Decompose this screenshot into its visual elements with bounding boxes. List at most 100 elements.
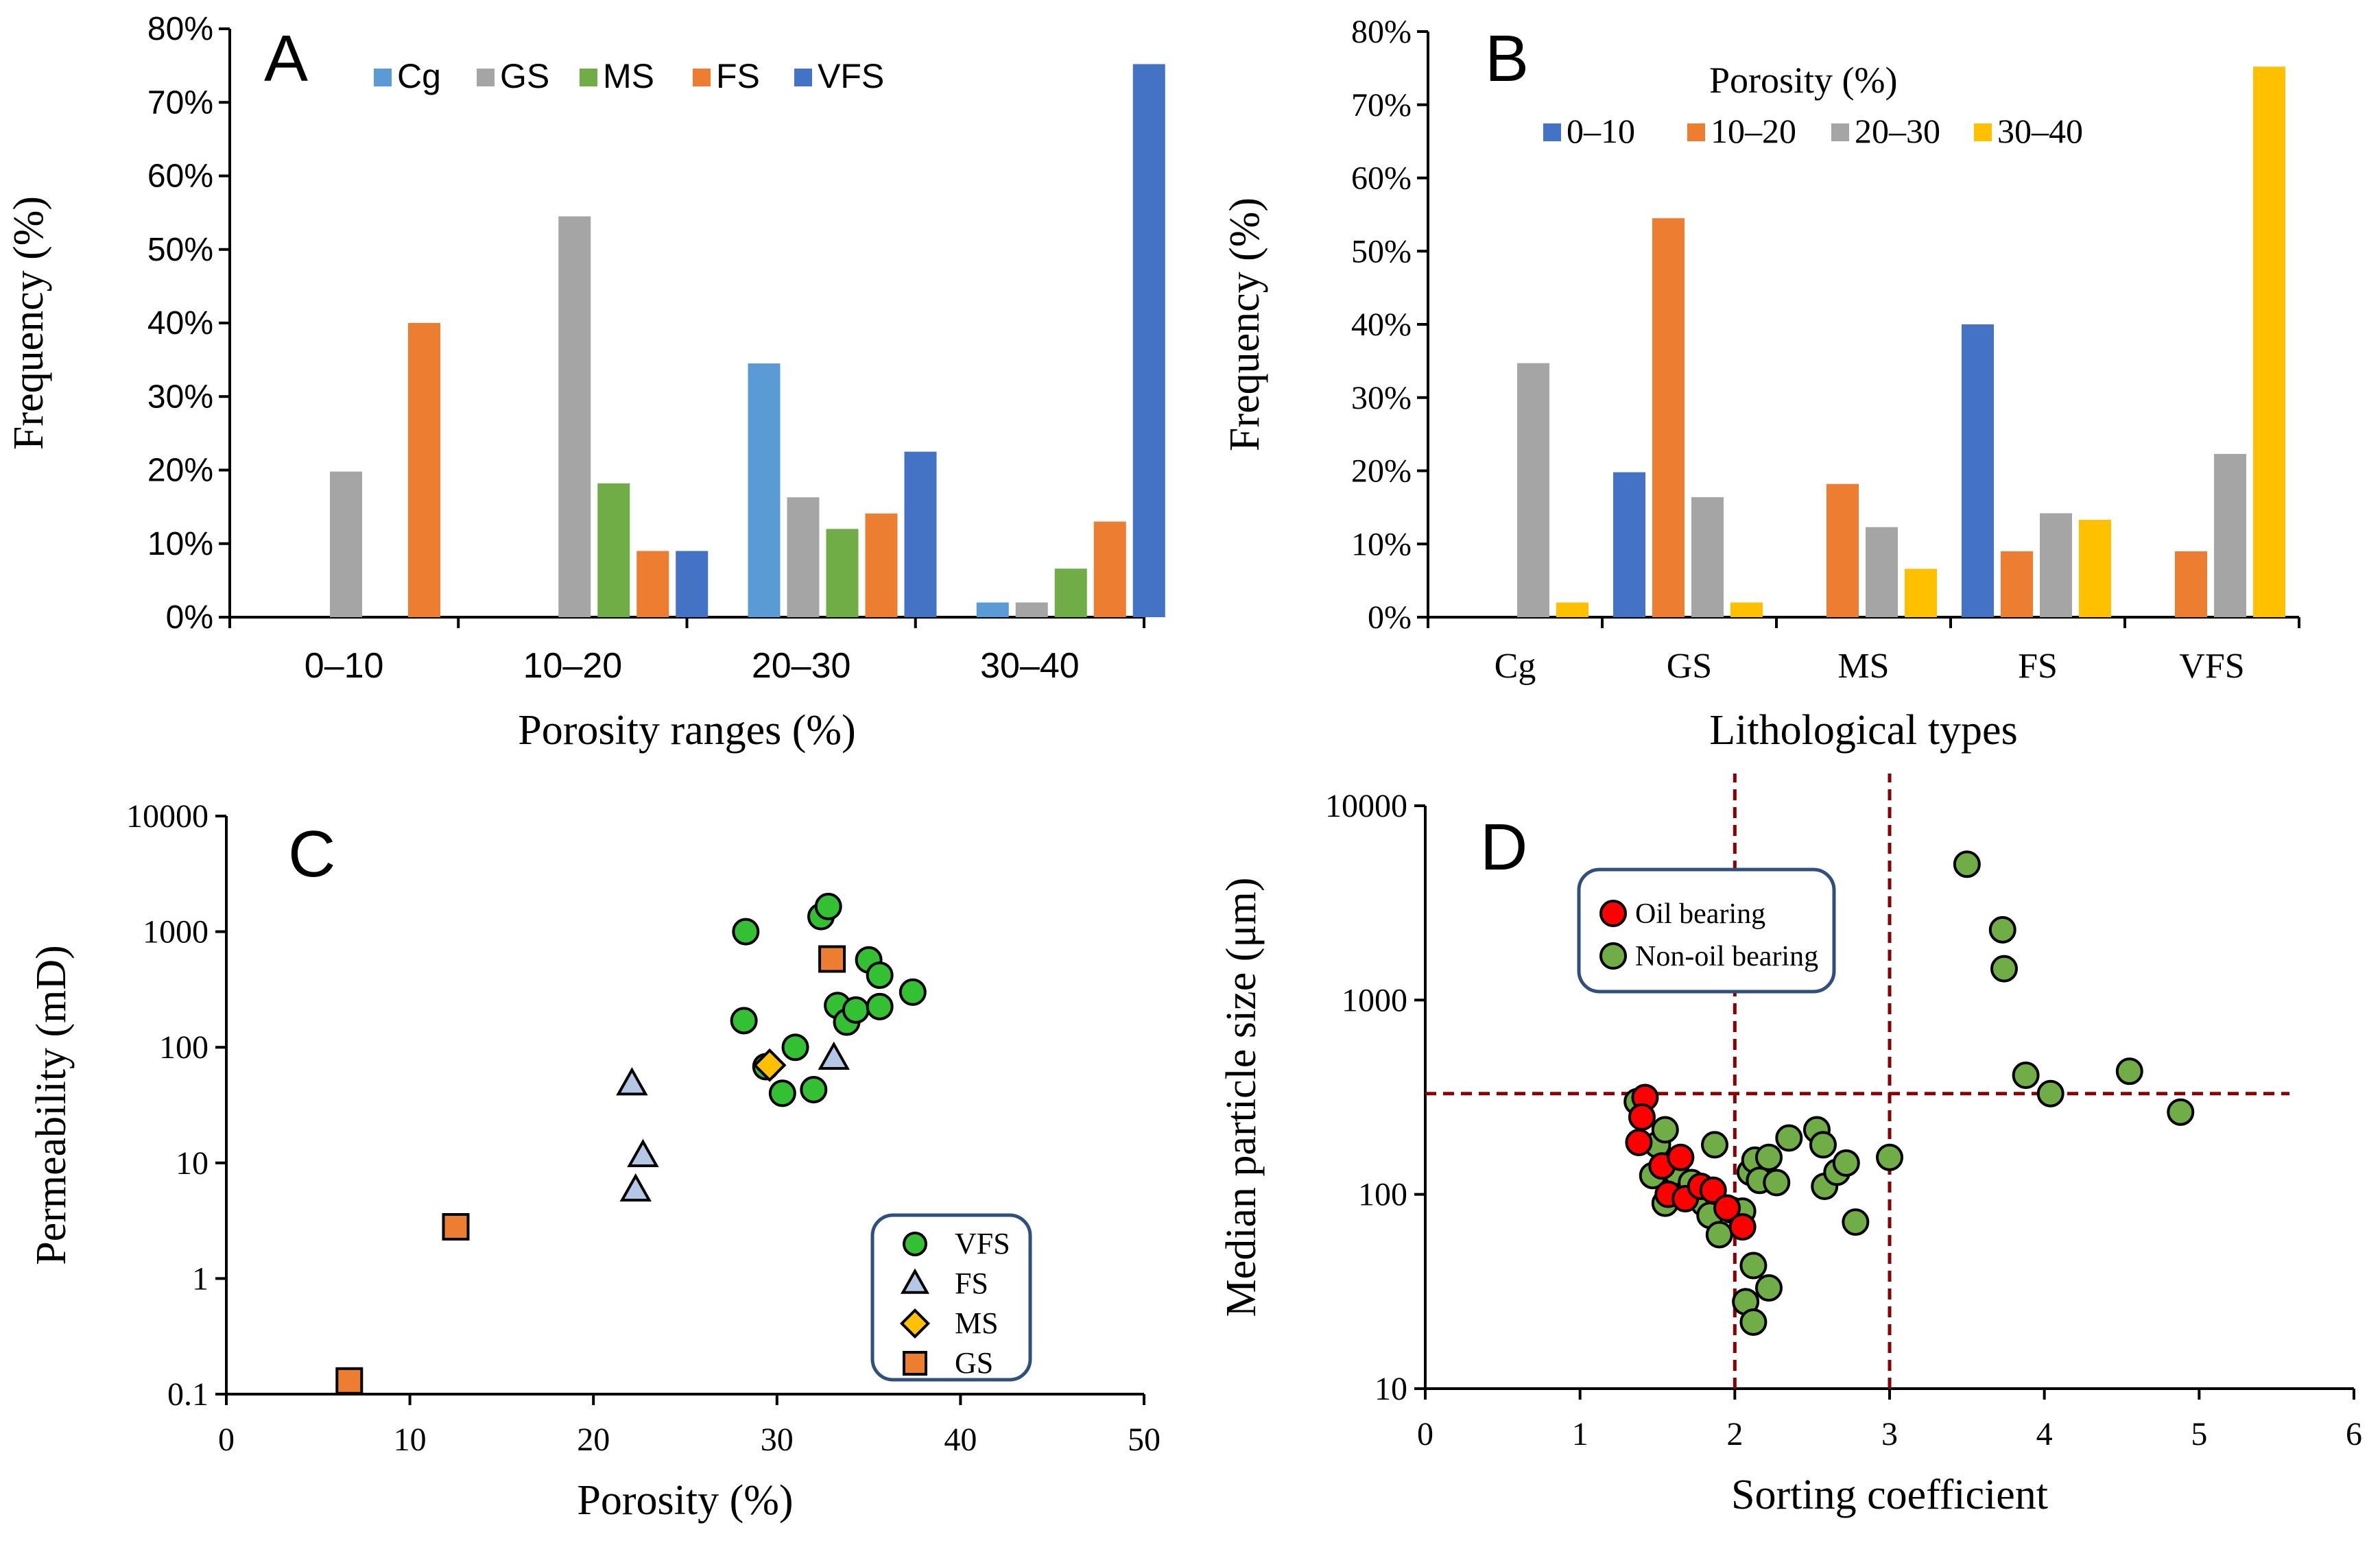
panel-letter: A: [264, 22, 308, 95]
bar-20–30-ms: [1866, 527, 1898, 617]
x-tick-label: 0: [218, 1422, 235, 1458]
legend-swatch-gs: [477, 69, 495, 86]
point-non-oil-bearing: [2036, 1079, 2064, 1107]
x-tick-label: 50: [1128, 1422, 1161, 1458]
y-tick-label: 50%: [147, 232, 213, 268]
legend-label-non-oil-bearing: Non-oil bearing: [1635, 941, 1818, 972]
bar-20–30-fs: [2040, 513, 2072, 617]
point-non-oil-bearing: [2012, 1062, 2040, 1090]
y-axis-title: Frequency (%): [5, 196, 52, 450]
bar-0–10-gs: [1613, 472, 1645, 617]
y-tick-label: 80%: [1351, 14, 1412, 50]
x-axis-title: Sorting coefficient: [1731, 1472, 2048, 1518]
panel-letter: B: [1485, 22, 1529, 95]
point-gs: [818, 945, 846, 973]
point-non-oil-bearing: [1809, 1131, 1837, 1159]
bar-10–20-fs: [2001, 551, 2033, 617]
y-tick-label: 60%: [147, 158, 213, 195]
y-axis-title: Permeability (mD): [28, 945, 75, 1265]
panel-letter: D: [1480, 811, 1527, 884]
panel-letter: C: [288, 817, 335, 891]
point-vfs: [781, 1033, 809, 1062]
legend-label-0–10: 0–10: [1567, 112, 1635, 150]
bar-30–40-cg: [1556, 602, 1588, 617]
x-tick-label: 2: [1726, 1416, 1743, 1452]
x-category-label: MS: [1837, 647, 1889, 686]
legend-label-30–40: 30–40: [1997, 112, 2083, 150]
bar-fs-20–30: [865, 513, 898, 617]
y-tick-label: 30%: [147, 379, 213, 415]
x-tick-label: 30: [761, 1422, 794, 1458]
y-axis-title: Median particle size (μm): [1218, 878, 1265, 1317]
x-tick-label: 10: [394, 1422, 427, 1458]
x-tick-label: 6: [2346, 1416, 2362, 1452]
y-tick-label: 10%: [147, 526, 213, 562]
x-axis-title: Porosity ranges (%): [518, 707, 855, 754]
bar-cg-20–30: [748, 363, 781, 617]
point-vfs: [800, 1075, 828, 1103]
y-axis-title: Frequency (%): [1222, 197, 1268, 451]
point-non-oil-bearing: [1953, 850, 1981, 878]
legend-swatch-fs: [693, 69, 711, 86]
point-non-oil-bearing: [1739, 1251, 1768, 1280]
point-vfs: [866, 992, 894, 1020]
point-oil-bearing: [1667, 1143, 1695, 1171]
x-tick-label: 1: [1572, 1416, 1588, 1452]
bar-0–10-fs: [1962, 324, 1994, 617]
x-category-label: 20–30: [752, 646, 851, 686]
y-tick-label: 100: [159, 1029, 209, 1066]
legend-label-ms: MS: [603, 57, 654, 95]
bar-20–30-vfs: [2214, 453, 2246, 617]
y-tick-label: 1: [192, 1260, 209, 1297]
bar-gs-10–20: [558, 216, 591, 617]
y-tick-label: 1000: [1342, 982, 1407, 1018]
point-vfs: [866, 961, 894, 990]
bar-gs-30–40: [1015, 602, 1048, 617]
legend-title: Porosity (%): [1709, 60, 1897, 101]
point-non-oil-bearing: [1651, 1116, 1679, 1144]
point-oil-bearing: [1713, 1194, 1741, 1222]
point-gs: [442, 1213, 470, 1241]
x-category-label: GS: [1667, 647, 1712, 686]
y-tick-label: 70%: [1351, 87, 1412, 123]
point-non-oil-bearing: [1988, 915, 2016, 944]
y-tick-label: 20%: [147, 453, 213, 489]
y-tick-label: 10000: [126, 798, 209, 835]
point-non-oil-bearing: [1705, 1221, 1733, 1249]
panel-a-bar-chart: 0% 10% 20% 30% 40% 50% 60% 70% 80% 0–10 10–20 20–30…: [5, 11, 1165, 754]
legend-label-20–30: 20–30: [1855, 112, 1940, 150]
point-fs: [627, 1138, 659, 1167]
bar-vfs-10–20: [676, 551, 709, 617]
point-non-oil-bearing: [1832, 1149, 1860, 1177]
bar-gs-0–10: [330, 471, 362, 617]
bar-fs-0–10: [408, 323, 440, 617]
bar-20–30-gs: [1691, 496, 1724, 617]
legend-swatch-0–10: [1543, 123, 1561, 141]
bar-10–20-gs: [1652, 218, 1685, 617]
legend-marker-ms: [899, 1308, 931, 1339]
point-non-oil-bearing: [1842, 1208, 1870, 1236]
point-fs: [818, 1041, 850, 1070]
bar-20–30-cg: [1517, 363, 1549, 617]
x-tick-label: 5: [2191, 1416, 2207, 1452]
legend-marker-non-oil-bearing: [1599, 942, 1627, 970]
y-tick-label: 40%: [147, 305, 213, 342]
legend-swatch-30–40: [1974, 123, 1992, 141]
legend-label-cg: Cg: [397, 57, 441, 95]
legend-box: [1577, 867, 1836, 994]
x-tick-label: 4: [2036, 1416, 2053, 1452]
x-tick-label: 3: [1881, 1416, 1898, 1452]
point-oil-bearing: [1628, 1103, 1656, 1131]
bar-vfs-30–40: [1132, 64, 1165, 618]
legend-label-vfs: VFS: [818, 57, 884, 95]
legend-label-ms: MS: [955, 1306, 999, 1340]
y-tick-label: 70%: [147, 84, 213, 121]
panel-c-scatter-chart: 0 10 20 30 40 50 0.1 1 10 100 1000 10000 Porosity (%…: [28, 798, 1161, 1524]
point-non-oil-bearing: [1754, 1143, 1783, 1171]
point-non-oil-bearing: [2167, 1098, 2195, 1126]
bar-fs-10–20: [636, 551, 669, 617]
point-non-oil-bearing: [2115, 1057, 2143, 1086]
legend-label-10–20: 10–20: [1711, 112, 1796, 150]
panel-b-bar-chart: 0% 10% 20% 30% 40% 50% 60% 70% 80% Cg GS MS FS VFS Lit…: [1222, 14, 2300, 754]
point-oil-bearing: [1728, 1213, 1757, 1241]
